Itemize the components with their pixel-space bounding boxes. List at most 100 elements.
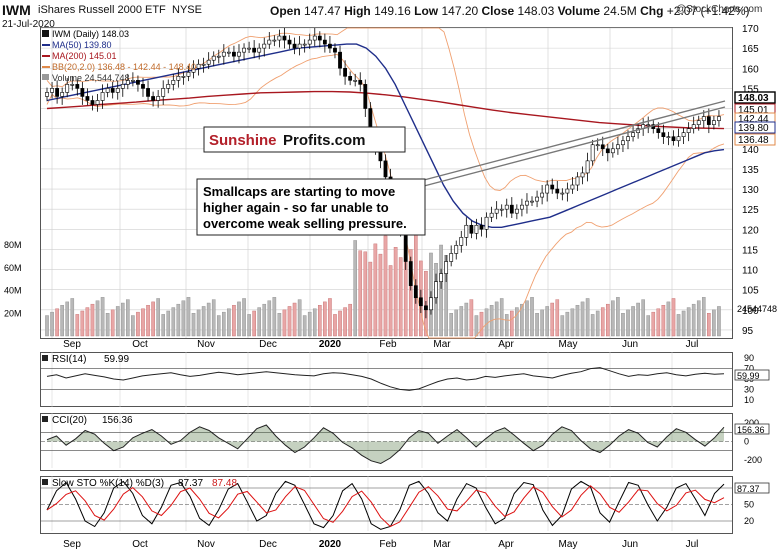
volume-bar (237, 301, 241, 337)
candle-body (696, 120, 701, 125)
candle-body (717, 116, 721, 121)
volume-tick-label: 20M (4, 308, 22, 318)
volume-bar (585, 298, 590, 337)
close-label: Close (481, 4, 515, 18)
rsi-title: RSI(14) (52, 354, 86, 365)
sto-k-value: 87.37 (178, 478, 203, 489)
price-legend: IWM (Daily) 148.03 MA(50) 139.80 MA(200)… (42, 29, 196, 83)
candle-body (156, 96, 161, 101)
candle-body (413, 285, 418, 299)
candle-body (676, 136, 681, 142)
branding-part2: Profits.com (283, 132, 366, 149)
candle-body (484, 216, 489, 230)
candle-body (237, 51, 241, 57)
volume-bar (90, 303, 95, 337)
volume-bar (661, 305, 666, 337)
annotation-box: Smallcaps are starting to move higher ag… (196, 178, 426, 236)
rsi-line (46, 367, 725, 391)
volume-bar (600, 307, 605, 337)
rsi-swatch (42, 355, 48, 361)
volume-bar (605, 303, 610, 337)
volume-bar (691, 303, 696, 337)
volume-tick-label: 60M (4, 263, 22, 273)
candle-body (100, 92, 105, 101)
candle-body (181, 76, 186, 78)
candle-body (444, 261, 449, 274)
volume-bar (626, 309, 630, 337)
volume-bar (338, 310, 342, 337)
month-label-top: May (559, 339, 578, 350)
candle-body (125, 80, 130, 85)
month-label-bottom: Feb (379, 539, 397, 550)
volume-bar (222, 311, 226, 337)
volume-bar (126, 299, 130, 337)
price-box-label: 148.03 (738, 93, 769, 104)
candle-body (333, 47, 337, 53)
candle-body (575, 176, 580, 186)
volume-bar (651, 311, 656, 337)
open-label: Open (270, 4, 301, 18)
volume-bar (621, 313, 625, 337)
month-label-top: Jun (622, 339, 638, 350)
candle-body (585, 160, 590, 174)
candle-body (151, 96, 155, 101)
candle-body (434, 281, 438, 299)
volume-bar (136, 311, 140, 337)
candle-body (338, 51, 342, 69)
ticker-symbol: IWM (2, 2, 31, 18)
candle-body (706, 116, 711, 125)
volume-bar (110, 309, 115, 337)
price-tick-label: 110 (742, 266, 758, 277)
volume-bar (105, 313, 110, 337)
candle-body (418, 297, 423, 307)
volume-bar (75, 314, 80, 337)
low-value: 147.20 (441, 4, 479, 18)
volume-bar (676, 314, 681, 337)
volume-bar (474, 315, 479, 337)
candle-body (120, 84, 125, 89)
volume-bar (701, 297, 706, 337)
candle-body (110, 88, 115, 93)
volume-bar (454, 309, 459, 337)
volume-bar (439, 244, 443, 337)
candle-body (383, 160, 388, 178)
price-tick-label: 125 (742, 205, 759, 216)
candle-body (454, 245, 459, 254)
ohlc-bar: Open 147.47 High 149.16 Low 147.20 Close… (270, 4, 750, 18)
candle-body (267, 39, 272, 45)
candle-body (80, 88, 85, 97)
volume-bar (247, 314, 251, 337)
volume-bar (302, 315, 307, 337)
volume-bar (550, 302, 555, 337)
volume-bar (252, 310, 256, 337)
candle-body (550, 184, 555, 190)
candle-body (499, 208, 504, 211)
candle-body (711, 120, 716, 125)
panel-frames (40, 27, 733, 534)
volume-value: 24.5M (603, 4, 637, 18)
volume-bars (45, 231, 721, 337)
candle-body (646, 124, 651, 126)
candle-body (141, 84, 145, 89)
volume-bar (459, 306, 464, 337)
volume-bar (277, 313, 282, 337)
etf-name: iShares Russell 2000 ETF (38, 4, 166, 16)
candle-body (70, 84, 75, 86)
month-label-bottom: Jun (622, 539, 638, 550)
month-label-bottom: 2020 (319, 539, 342, 550)
candle-body (358, 80, 363, 85)
candle-body (530, 200, 534, 203)
volume-bar (388, 265, 393, 337)
volume-bar (191, 313, 196, 337)
volume-bar (272, 297, 277, 337)
x-axes: Sep Sep Oct Oct Nov Nov Dec Dec 2020 2020 Feb Feb Ma… (63, 339, 698, 550)
cci-tick-label: 200 (744, 418, 759, 428)
candle-body (494, 208, 499, 214)
month-label-top: Dec (259, 339, 277, 350)
candle-body (247, 47, 251, 50)
volume-bar (712, 309, 716, 337)
volume-bar (85, 307, 90, 337)
volume-bar (161, 314, 166, 337)
legend-swatch-main (42, 30, 49, 37)
